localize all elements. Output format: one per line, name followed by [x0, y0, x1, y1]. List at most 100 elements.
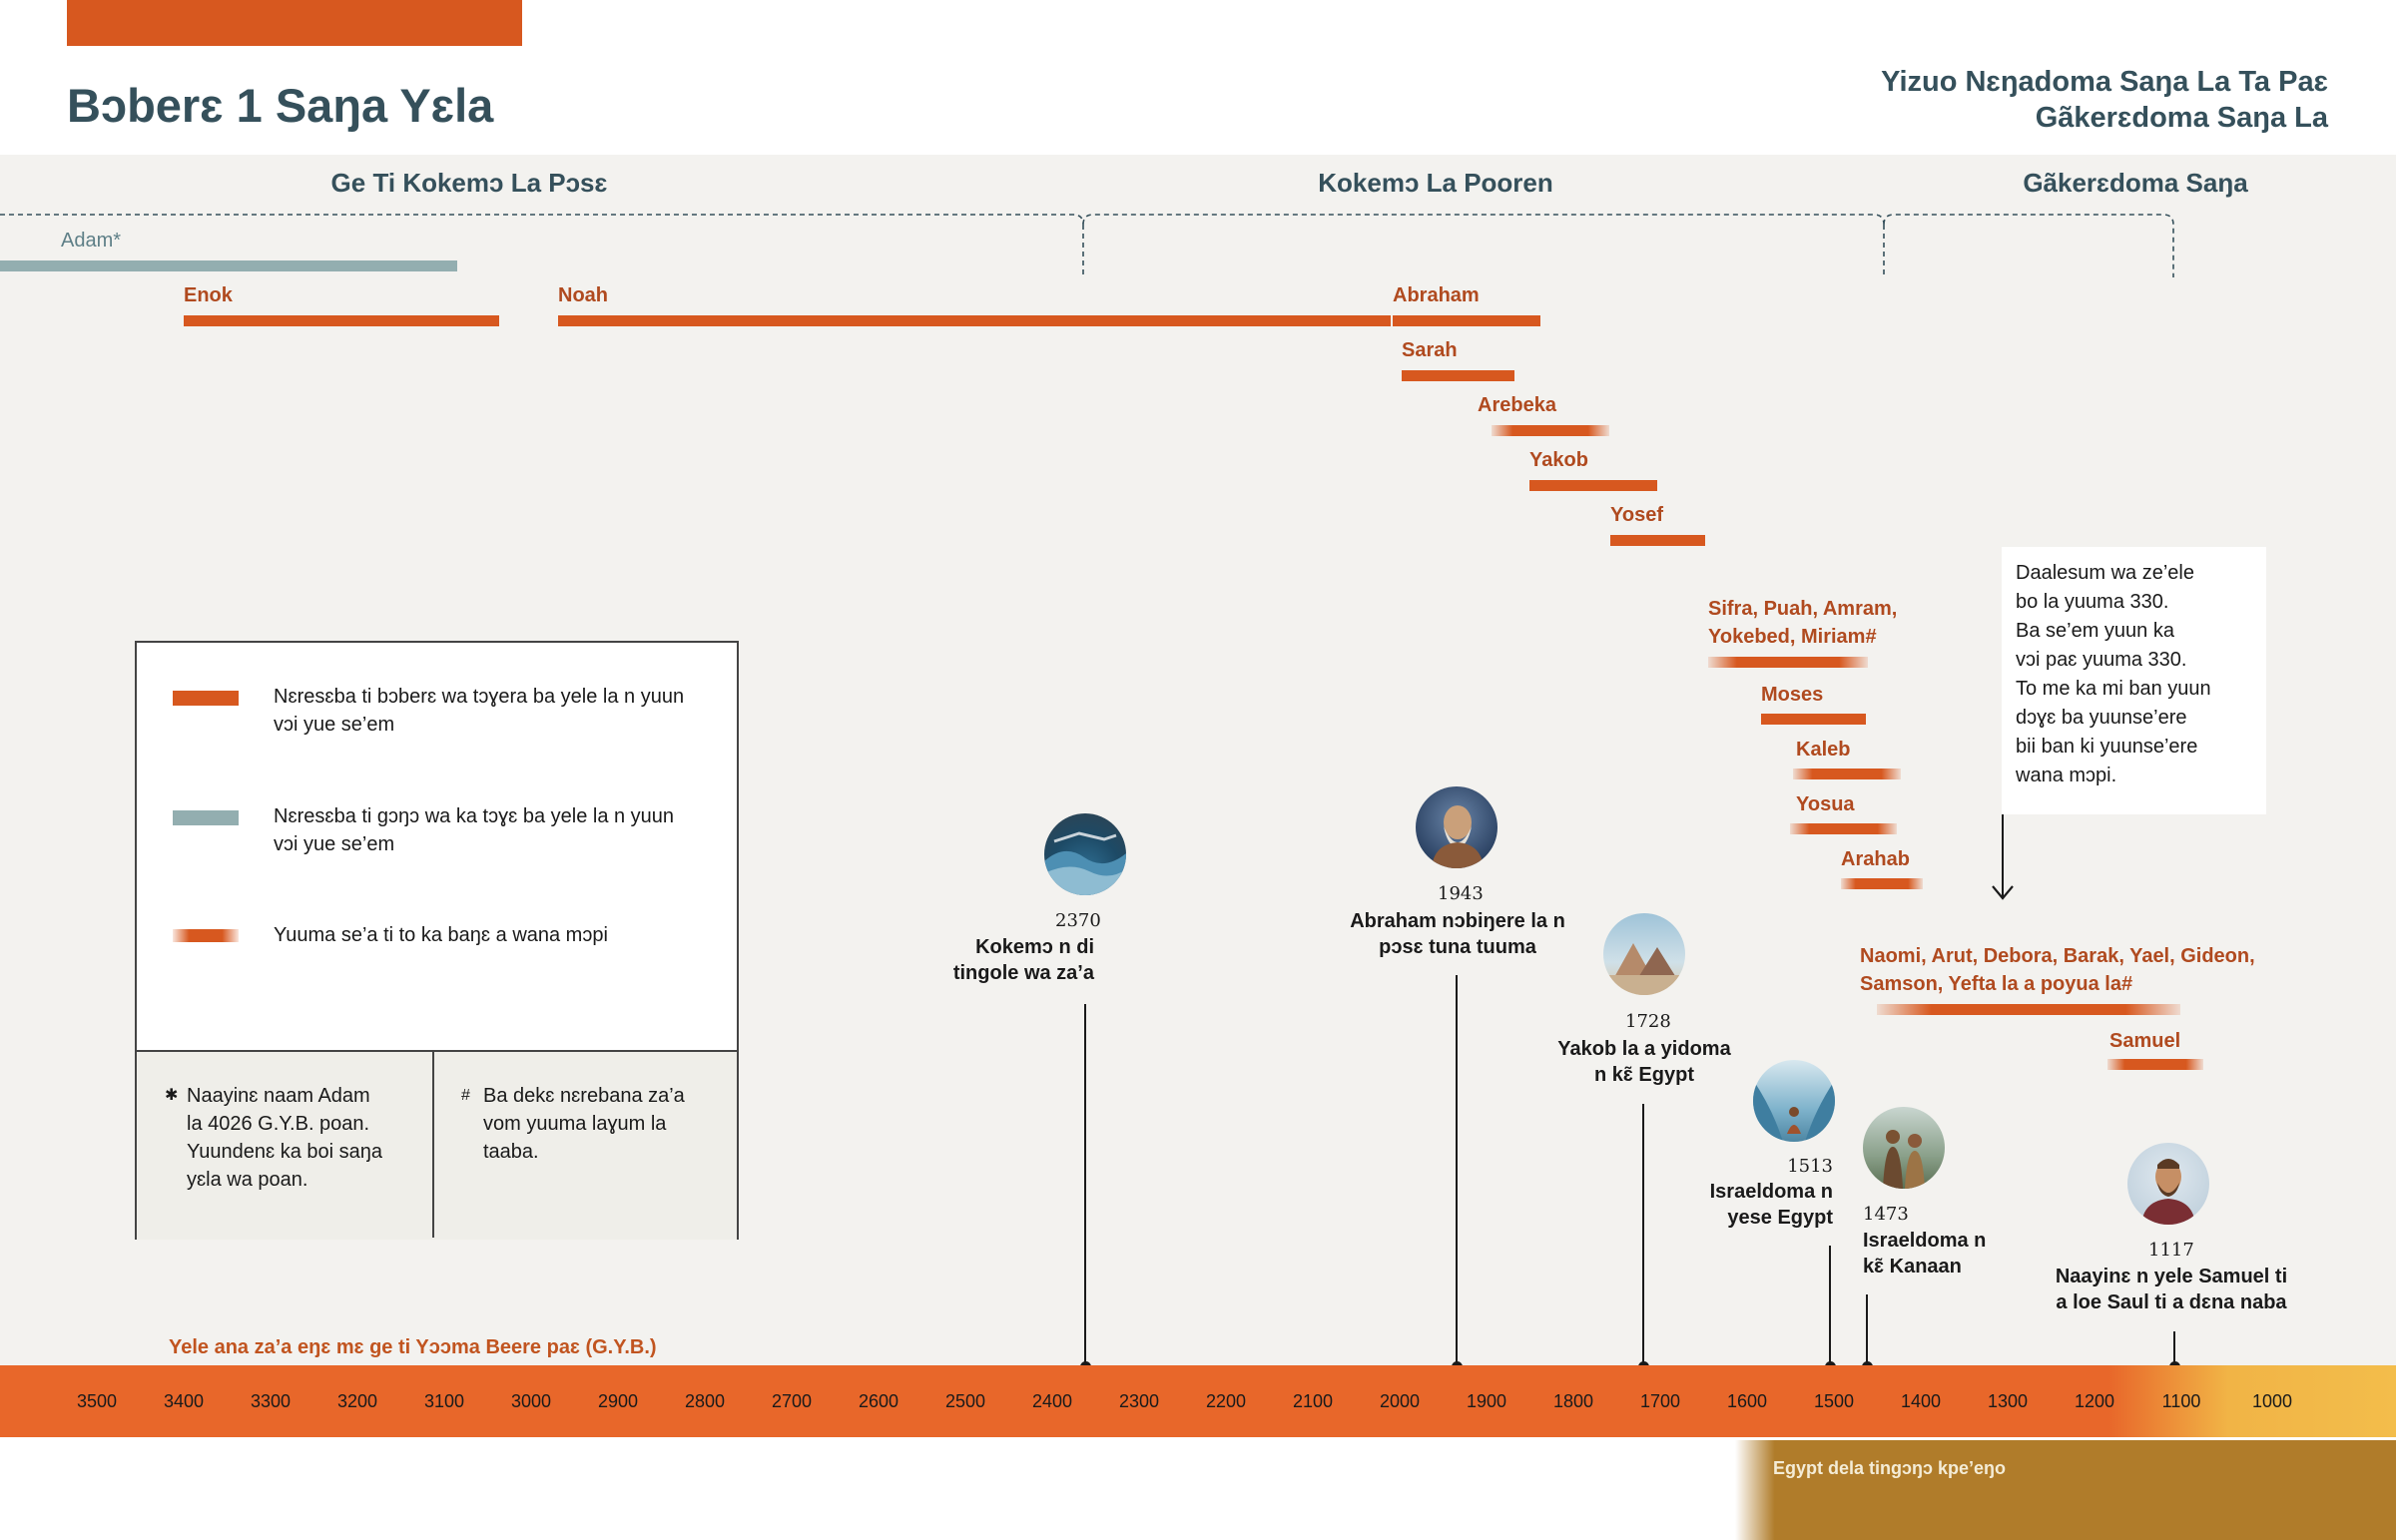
abraham-icon	[1416, 786, 1498, 868]
asterisk-icon: ✱	[165, 1087, 179, 1104]
lifespan-bar-samuel	[2107, 1059, 2203, 1070]
axis-caption: Yele ana za’a eŋɛ mɛ ge ti Yɔɔma Beere p…	[169, 1336, 657, 1358]
tick-2500: 2500	[944, 1391, 986, 1411]
info-line-1: Daalesum wa ze’ele	[2016, 562, 2194, 584]
event-date-2370: 2370	[1055, 910, 1101, 931]
lifespan-bar-yosua	[1790, 823, 1897, 834]
note-hash-line-3: taaba.	[483, 1141, 539, 1163]
year-axis	[0, 1365, 2396, 1437]
event-date-1513: 1513	[1787, 1156, 1833, 1177]
legend-swatch-fade	[173, 929, 239, 942]
info-line-5: To me ka mi ban yuun	[2016, 678, 2211, 700]
tick-1800: 1800	[1552, 1391, 1594, 1411]
event-line-1728	[1642, 1104, 1644, 1366]
person-label-sifra-line-2: Yokebed, Miriam#	[1708, 626, 1877, 648]
lifespan-bar-arebeka	[1492, 425, 1609, 436]
egypt-band: Egypt dela tingɔŋɔ kpe’eŋo	[1735, 1440, 2396, 1540]
info-box: Daalesum wa ze’ele bo la yuuma 330. Ba s…	[2002, 547, 2266, 814]
tick-1600: 1600	[1726, 1391, 1768, 1411]
event-line-2370	[1084, 1004, 1086, 1366]
event-canaan-line-2: kɛ̃ Kanaan	[1863, 1256, 1962, 1278]
legend-notes-divider	[432, 1050, 434, 1238]
lifespan-bar-yakob	[1529, 480, 1657, 491]
event-text-egypt: Yakob la a yidoma n kɛ̃ Egypt	[1557, 1036, 1730, 1088]
period-before-flood: Ge Ti Kokemɔ La Pɔsɛ	[330, 168, 608, 198]
event-egypt-line-2: n kɛ̃ Egypt	[1594, 1064, 1694, 1086]
tick-2300: 2300	[1118, 1391, 1160, 1411]
tick-2700: 2700	[771, 1391, 813, 1411]
person-label-enok: Enok	[184, 284, 233, 306]
event-text-abraham: Abraham nɔbiŋere la n pɔsɛ tuna tuuma	[1350, 908, 1565, 960]
note-asterisk-line-4: yɛla wa poan.	[187, 1169, 308, 1191]
person-label-moses: Moses	[1761, 684, 1824, 706]
event-flood-line-1: Kokemɔ n di	[975, 936, 1094, 958]
flood-icon	[1044, 813, 1126, 895]
subtitle-line-1: Yizuo Nɛŋadoma Saŋa La Ta Paɛ	[1881, 66, 2328, 98]
event-date-1473: 1473	[1863, 1204, 1909, 1225]
person-label-sarah: Sarah	[1402, 339, 1458, 361]
tick-1700: 1700	[1639, 1391, 1681, 1411]
tick-3100: 3100	[423, 1391, 465, 1411]
event-exodus-line-1: Israeldoma n	[1709, 1181, 1833, 1203]
pyramids-icon	[1603, 913, 1685, 995]
lifespan-bar-noah	[558, 315, 1391, 326]
person-label-arahab: Arahab	[1841, 848, 1910, 870]
person-label-yosef: Yosef	[1610, 504, 1663, 526]
spies-icon	[1863, 1107, 1945, 1189]
person-label-kaleb: Kaleb	[1796, 739, 1851, 761]
person-label-judges-line-2: Samson, Yefta la a poyua la#	[1860, 973, 2133, 995]
person-label-judges-group: Naomi, Arut, Debora, Barak, Yael, Gideon…	[1860, 942, 2255, 998]
note-asterisk-line-2: la 4026 G.Y.B. poan.	[187, 1113, 370, 1135]
tick-2600: 2600	[858, 1391, 899, 1411]
arrow-down-icon	[1992, 885, 2014, 900]
note-hash-line-2: vom yuuma laɣum la	[483, 1113, 667, 1135]
lifespan-bar-judges-group	[1877, 1004, 2180, 1015]
info-line-3: Ba se’em yuun ka	[2016, 620, 2174, 642]
legend-swatch-solid	[173, 691, 239, 706]
legend-swatch-gray	[173, 810, 239, 825]
subtitle: Yizuo Nɛŋadoma Saŋa La Ta Paɛ Gãkerɛdoma…	[1881, 64, 2328, 136]
lifespan-bar-yosef	[1610, 535, 1705, 546]
decorative-strip	[67, 0, 522, 46]
event-line-1943	[1456, 975, 1458, 1366]
event-text-saul: Naayinɛ n yele Samuel ti a loe Saul ti a…	[2056, 1264, 2287, 1315]
note-asterisk: ✱ Naayinɛ naam Adam la 4026 G.Y.B. poan.…	[165, 1082, 416, 1194]
event-egypt-line-1: Yakob la a yidoma	[1557, 1038, 1731, 1060]
note-hash-line-1: Ba dekɛ nɛrebana za’a	[483, 1085, 685, 1107]
event-date-1943: 1943	[1438, 883, 1484, 904]
person-label-abraham: Abraham	[1393, 284, 1480, 306]
event-flood-line-2: tingole wa za’a	[952, 962, 1094, 984]
lifespan-bar-kaleb	[1793, 769, 1901, 779]
tick-1900: 1900	[1466, 1391, 1507, 1411]
tick-1500: 1500	[1813, 1391, 1855, 1411]
note-hash: # Ba dekɛ nɛrebana za’a vom yuuma laɣum …	[461, 1082, 713, 1166]
event-saul-line-1: Naayinɛ n yele Samuel ti	[2055, 1266, 2288, 1287]
legend-solid-line-2: vɔi yue se’em	[274, 714, 395, 736]
event-text-flood: Kokemɔ n di tingole wa za’a	[953, 934, 1094, 986]
period-brackets	[0, 214, 2174, 277]
person-label-sifra-group: Sifra, Puah, Amram, Yokebed, Miriam#	[1708, 595, 1897, 651]
legend-text-gray: Nɛresɛba ti gɔŋɔ wa ka tɔɣɛ ba yele la n…	[274, 802, 713, 858]
event-text-exodus: Israeldoma n yese Egypt	[1710, 1179, 1833, 1231]
event-exodus-line-2: yese Egypt	[1727, 1207, 1833, 1229]
lifespan-bar-moses	[1761, 714, 1866, 725]
red-sea-icon	[1753, 1060, 1835, 1142]
hash-icon: #	[461, 1087, 470, 1104]
period-after-flood: Kokemɔ La Pooren	[1318, 168, 1553, 198]
note-asterisk-line-3: Yuundenɛ ka boi saŋa	[187, 1141, 382, 1163]
page-title: Bɔberɛ 1 Saŋa Yɛla	[67, 79, 494, 132]
egypt-band-label: Egypt dela tingɔŋɔ kpe’eŋo	[1773, 1458, 2007, 1478]
person-label-judges-line-1: Naomi, Arut, Debora, Barak, Yael, Gideon…	[1860, 945, 2255, 967]
subtitle-line-2: Gãkerɛdoma Saŋa La	[2035, 102, 2328, 134]
person-label-yosua: Yosua	[1796, 793, 1855, 815]
event-saul-line-2: a loe Saul ti a dɛna naba	[2056, 1291, 2287, 1313]
tick-1200: 1200	[2074, 1391, 2115, 1411]
event-abraham-line-1: Abraham nɔbiŋere la n	[1350, 910, 1565, 932]
info-line-8: wana mɔpi.	[2016, 765, 2117, 786]
note-asterisk-line-1: Naayinɛ naam Adam	[187, 1085, 370, 1107]
legend-gray-line-1: Nɛresɛba ti gɔŋɔ wa ka tɔɣɛ ba yele la n…	[274, 805, 675, 827]
lifespan-bar-arahab	[1841, 878, 1923, 889]
event-date-1728: 1728	[1625, 1011, 1671, 1032]
lifespan-bar-sarah	[1402, 370, 1514, 381]
info-line-7: bii ban ki yuunse’ere	[2016, 736, 2198, 758]
